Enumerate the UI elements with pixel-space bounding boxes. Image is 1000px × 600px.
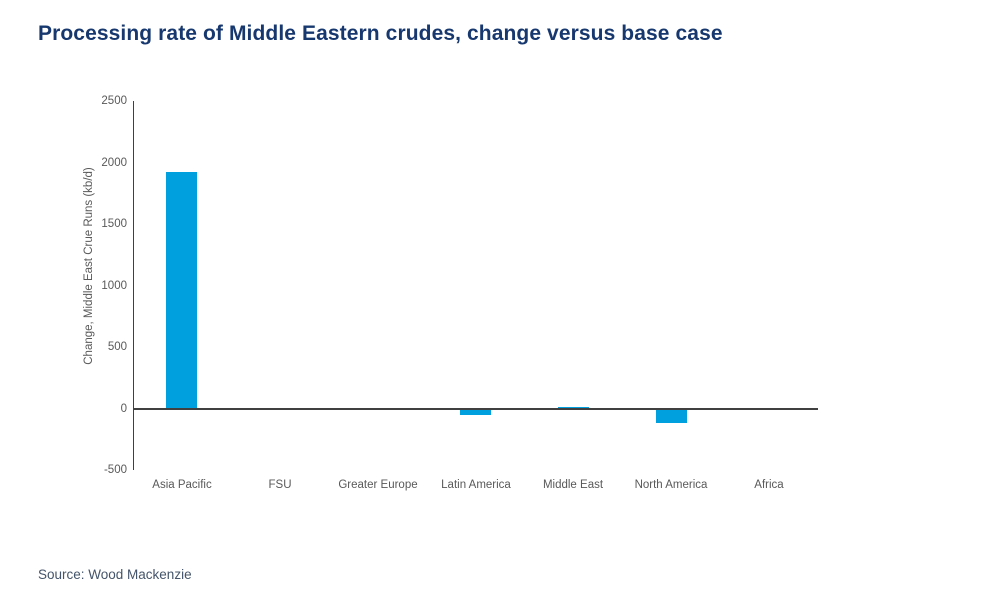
bar-asia-pacific: [166, 172, 197, 408]
zero-baseline: [133, 408, 818, 410]
bar-latin-america: [460, 409, 491, 415]
y-tick--500: -500: [103, 464, 127, 476]
y-tick-0: 0: [120, 403, 127, 415]
y-axis-label: Change, Middle East Crue Runs (kb/d): [83, 167, 95, 365]
y-axis-line: [133, 101, 134, 470]
bar-north-america: [656, 409, 687, 423]
y-tick-1000: 1000: [101, 280, 127, 292]
source-note: Source: Wood Mackenzie: [38, 567, 192, 582]
x-label-greater-europe: Greater Europe: [338, 479, 418, 491]
x-label-north-america: North America: [634, 479, 708, 491]
y-tick-2500: 2500: [101, 95, 127, 107]
x-label-africa: Africa: [754, 479, 784, 491]
x-label-latin-america: Latin America: [441, 479, 511, 491]
chart-title: Processing rate of Middle Eastern crudes…: [38, 22, 723, 45]
y-tick-2000: 2000: [101, 157, 127, 169]
y-tick-1500: 1500: [101, 218, 127, 230]
x-label-asia-pacific: Asia Pacific: [152, 479, 212, 491]
y-tick-500: 500: [107, 341, 127, 353]
x-label-fsu: FSU: [268, 479, 292, 491]
x-label-middle-east: Middle East: [542, 479, 604, 491]
